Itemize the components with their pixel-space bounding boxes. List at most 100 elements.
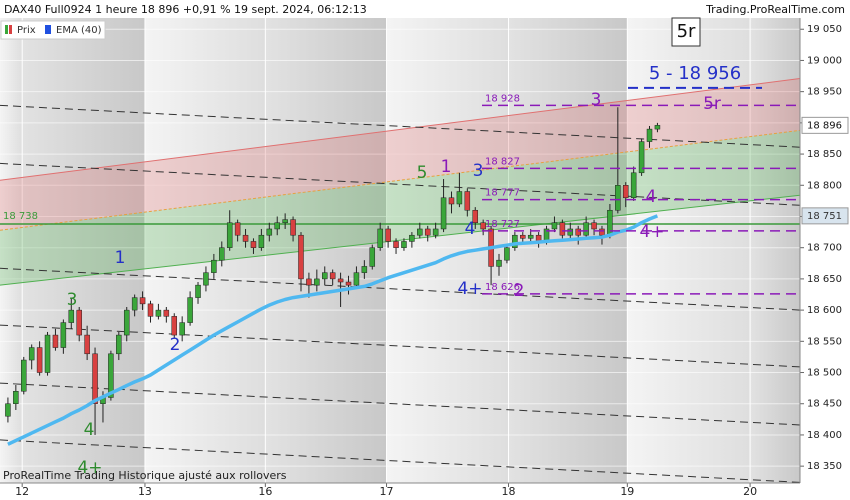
y-tick-label: 19 050 xyxy=(807,24,842,35)
candle-body xyxy=(108,353,114,398)
wave-label: 1 xyxy=(115,248,126,268)
candle-body xyxy=(654,125,661,130)
ema-last-box xyxy=(801,207,849,225)
level-label: 18 626 xyxy=(485,282,520,293)
candle-body xyxy=(92,353,98,404)
candle-body xyxy=(369,247,376,267)
candle-body xyxy=(28,347,35,361)
candle-body xyxy=(179,322,185,336)
day-band xyxy=(144,18,266,483)
trend-line xyxy=(0,382,800,426)
candle-body xyxy=(147,303,154,317)
channel-line xyxy=(0,194,800,286)
candle-body xyxy=(274,222,280,230)
y-tick-label: 18 550 xyxy=(807,336,842,347)
day-band xyxy=(22,18,145,483)
candle-body xyxy=(306,278,312,286)
candle-body xyxy=(337,278,344,283)
wave-label: 4 xyxy=(84,420,95,440)
candle-body xyxy=(116,334,122,355)
legend-icon xyxy=(45,25,51,34)
legend-label: EMA (40) xyxy=(56,25,102,36)
candle-body xyxy=(68,309,75,323)
candle-body xyxy=(258,234,265,248)
candle-body xyxy=(234,222,241,236)
wave-label: 5 xyxy=(417,163,428,183)
candle-body xyxy=(266,228,273,236)
candle-body xyxy=(432,228,439,236)
candle-body xyxy=(496,259,502,267)
candle-body xyxy=(282,219,288,223)
wave-label: 3 xyxy=(67,290,78,310)
candle-body xyxy=(401,241,407,248)
wave-label: 1 xyxy=(441,157,452,177)
candle-body xyxy=(377,228,383,248)
trend-line xyxy=(0,267,800,311)
candle-body xyxy=(13,390,19,404)
x-tick-label: 18 xyxy=(502,485,516,498)
header-bg xyxy=(0,0,850,18)
y-tick-label: 18 350 xyxy=(807,461,842,472)
x-tick-label: 17 xyxy=(380,485,394,498)
candle-body xyxy=(567,228,574,236)
timeframe-box xyxy=(671,17,701,47)
channel-fill xyxy=(0,78,800,231)
candle-body xyxy=(361,266,368,273)
candle-body xyxy=(551,222,558,230)
candle-body xyxy=(123,309,130,336)
candle-body xyxy=(440,197,447,230)
candle-body xyxy=(171,316,178,336)
candle-body xyxy=(84,334,90,355)
candle-body xyxy=(630,172,637,199)
wave-label: 4+ xyxy=(77,458,102,478)
candle-body xyxy=(385,228,391,242)
day-band xyxy=(508,18,628,483)
wave-label: 4+ xyxy=(639,222,664,242)
y-tick-label: 18 650 xyxy=(807,274,842,285)
footer: ProRealTime Trading Historique ajusté au… xyxy=(3,469,287,482)
candle-body xyxy=(60,322,67,348)
x-tick-label: 19 xyxy=(620,485,634,498)
candle-body xyxy=(242,234,249,242)
candle-body xyxy=(298,234,304,280)
candle-body xyxy=(393,241,399,248)
candle-body xyxy=(250,241,257,248)
wave-label: 2 xyxy=(170,335,181,355)
y-tick-label: 18 700 xyxy=(807,243,842,254)
candle-body xyxy=(504,247,510,261)
x-tick-label: 12 xyxy=(15,485,29,498)
wave-label: 5 - 18 956 xyxy=(649,63,741,84)
source: Trading.ProRealTime.com xyxy=(705,3,845,16)
timeframe-label: 5r xyxy=(677,21,696,42)
y-tick-label: 18 600 xyxy=(807,305,842,316)
wave-label: 3 xyxy=(473,161,484,181)
candle-body xyxy=(417,228,423,236)
candle-body xyxy=(322,272,328,280)
candle-body xyxy=(195,284,201,298)
legend-icon xyxy=(9,25,12,34)
candle-body xyxy=(480,222,486,230)
legend-label: Prix xyxy=(17,25,36,36)
level-label: 18 928 xyxy=(485,93,520,104)
trend-line xyxy=(0,162,800,206)
candle-body xyxy=(203,272,209,286)
candle-body xyxy=(638,141,645,174)
day-band xyxy=(0,18,23,483)
candle-body xyxy=(290,219,296,236)
candle-body xyxy=(599,228,605,236)
wave-label: 4 xyxy=(646,187,657,207)
y-tick-label: 18 500 xyxy=(807,368,842,379)
last-price-box xyxy=(801,116,849,134)
legend-box xyxy=(0,20,106,40)
candle-body xyxy=(226,222,233,248)
candle-body xyxy=(36,347,43,373)
candle-body xyxy=(329,272,336,280)
candle-body xyxy=(345,281,352,286)
trend-line xyxy=(0,104,800,148)
last-price-label: 18 896 xyxy=(807,120,842,131)
support-label: 18 738 xyxy=(3,211,38,222)
candle-body xyxy=(409,234,415,242)
day-band xyxy=(386,18,509,483)
